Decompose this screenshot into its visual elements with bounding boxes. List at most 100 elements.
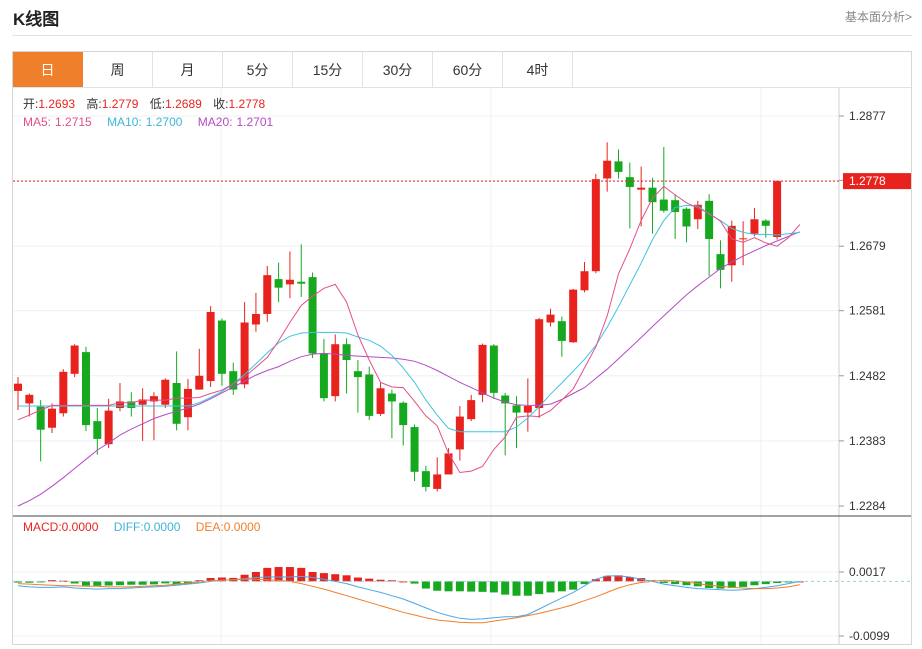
ma20-label: MA20: — [198, 115, 233, 129]
candle-body — [399, 402, 408, 426]
macd-bar — [569, 581, 578, 590]
macd-bar — [478, 581, 487, 592]
macd-bar — [682, 581, 691, 586]
macd-bar — [512, 581, 521, 596]
open-value: 1.2693 — [38, 97, 75, 111]
tab-60min[interactable]: 60分 — [433, 52, 503, 88]
macd-bar — [149, 581, 158, 585]
macd-bar — [342, 575, 351, 582]
tab-30min[interactable]: 30分 — [363, 52, 433, 88]
macd-bar — [387, 580, 396, 582]
ma5-line — [17, 185, 801, 474]
chart-svg[interactable]: 1.2877 1.2779 1.2679 1.2581 1.2482 1.2383 1.22… — [13, 88, 911, 644]
candle-body — [580, 271, 589, 291]
price-axis: 1.28771.27791.26791.25811.24821.23831.22… — [839, 109, 886, 513]
tab-5min[interactable]: 5分 — [223, 52, 293, 88]
period-tabs: 日 周 月 5分 15分 30分 60分 4时 — [13, 52, 573, 88]
macd-bar — [501, 581, 510, 595]
candle-body — [501, 395, 510, 404]
macd-bar — [285, 567, 294, 582]
macd-bar — [580, 581, 589, 585]
tab-4hour[interactable]: 4时 — [503, 52, 573, 88]
macd-bar — [467, 581, 476, 592]
tab-day[interactable]: 日 — [13, 52, 83, 88]
macd-axis: 0.0017 -0.0099 — [839, 565, 890, 643]
candle-body — [455, 416, 464, 450]
candle-body — [138, 399, 147, 405]
macd-bar — [274, 567, 283, 582]
macd-bar — [591, 579, 600, 582]
candle-body — [705, 200, 714, 239]
ma-lines — [17, 185, 801, 507]
candle-body — [81, 352, 90, 426]
candle-body — [648, 187, 657, 203]
candle-body — [569, 289, 578, 343]
fundamental-analysis-link[interactable]: 基本面分析> — [844, 10, 912, 24]
high-label: 高: — [86, 96, 101, 111]
price-tick-label: 1.2383 — [849, 434, 886, 448]
macd-bar — [172, 581, 181, 585]
candle-body — [603, 160, 612, 179]
svg-text:开:1.2693 高:1.2779: 开:1.2693 高:1.2779 低:1.2689 收:1.2778 — [23, 96, 266, 111]
ma20-value: 1.2701 — [236, 115, 273, 129]
macd-bar — [603, 575, 612, 582]
macd-bar — [206, 578, 215, 582]
macd-bar — [716, 581, 725, 589]
price-tick-label: 1.2877 — [849, 109, 886, 123]
candle-body — [682, 208, 691, 227]
candle-body — [127, 401, 136, 409]
candle-body — [217, 320, 226, 374]
macd-bar — [331, 574, 340, 582]
ma10-value: 1.2700 — [146, 115, 183, 129]
candles — [14, 142, 782, 492]
candle-body — [70, 345, 79, 374]
macd-bar — [240, 574, 249, 582]
candle-body — [59, 371, 68, 414]
macd-bar — [433, 581, 442, 591]
last-price-label: 1.2778 — [849, 174, 886, 188]
candle-body — [625, 177, 634, 188]
candle-body — [274, 279, 283, 288]
candle-body — [206, 311, 215, 382]
candle-body — [376, 388, 385, 414]
candle-body — [693, 204, 702, 220]
candle-body — [93, 421, 102, 439]
macd-bar — [546, 581, 555, 593]
macd-bar — [81, 581, 90, 586]
ma20-line — [17, 231, 800, 507]
macd-bar — [421, 581, 430, 589]
low-value: 1.2689 — [165, 97, 202, 111]
macd-histogram — [14, 567, 804, 596]
ma5-label: MA5: — [23, 115, 51, 129]
candle-body — [410, 427, 419, 472]
candle-body — [773, 181, 782, 238]
tab-15min[interactable]: 15分 — [293, 52, 363, 88]
macd-tick-label: -0.0099 — [849, 629, 890, 643]
macd-bar — [444, 581, 453, 592]
macd-bar — [47, 580, 56, 582]
candle-body — [319, 353, 328, 399]
macd-bar — [671, 581, 680, 585]
close-value: 1.2778 — [229, 97, 266, 111]
macd-bar — [353, 577, 362, 582]
macd-bar — [557, 581, 566, 592]
tab-week[interactable]: 周 — [83, 52, 153, 88]
candle-body — [240, 322, 249, 385]
last-price-tag — [843, 173, 911, 190]
candle-body — [546, 314, 555, 323]
candle-body — [47, 408, 56, 428]
macd-bar — [104, 581, 113, 586]
dea-line — [17, 578, 800, 624]
open-label: 开: — [23, 97, 38, 111]
macd-bar — [14, 581, 22, 583]
macd-bar — [727, 581, 736, 588]
tab-month[interactable]: 月 — [153, 52, 223, 88]
macd-bar — [195, 580, 204, 582]
candle-body — [365, 374, 374, 416]
candle-body — [195, 375, 204, 390]
candle-body — [285, 279, 294, 285]
macd-readout: MACD:0.0000 DIFF:0.0000 DEA:0.0000 — [23, 520, 261, 534]
svg-text:MACD:0.0000 DIFF:0.000: MACD:0.0000 DIFF:0.0000 DEA:0.0000 — [23, 520, 261, 534]
macd-bar — [36, 581, 45, 583]
header: K线图 基本面分析> — [0, 0, 922, 36]
